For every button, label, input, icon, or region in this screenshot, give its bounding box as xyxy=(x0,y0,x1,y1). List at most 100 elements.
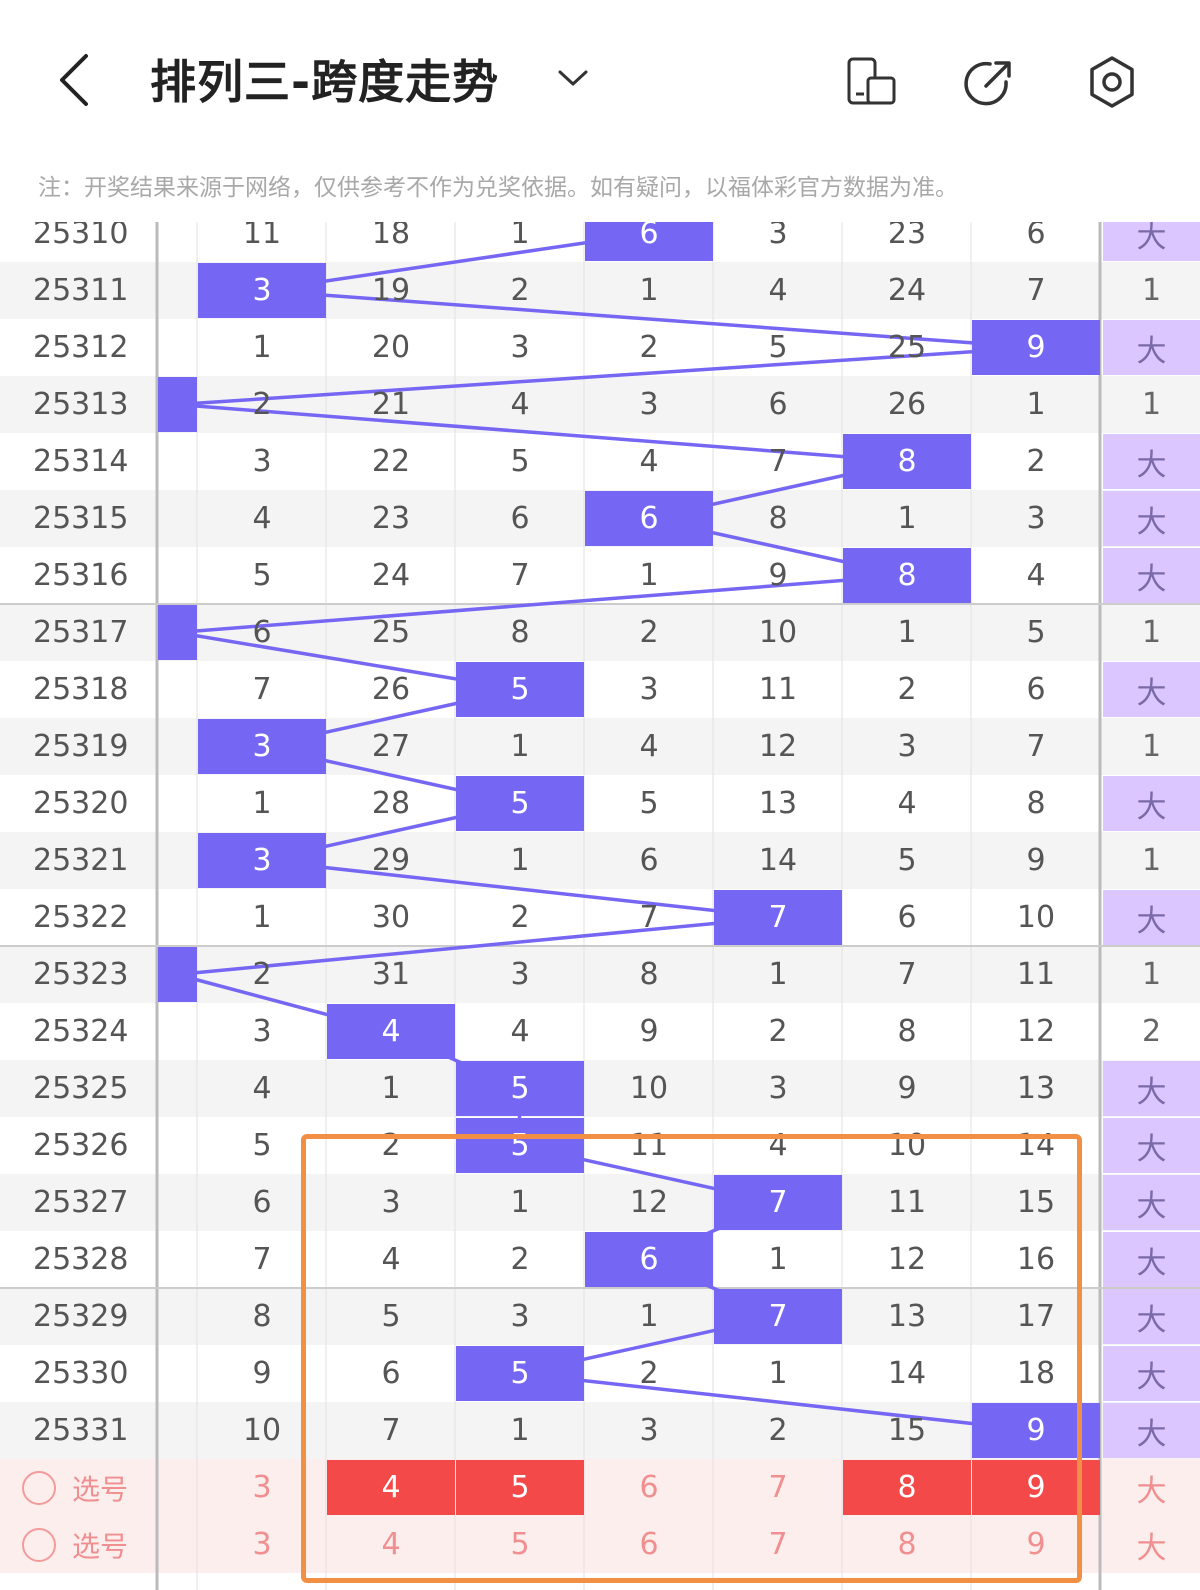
omission-cell: 3 xyxy=(639,1413,659,1448)
omission-cell: 3 xyxy=(639,672,659,707)
omission-cell: 5 xyxy=(252,558,272,593)
span-hit-cell: 9 xyxy=(972,1403,1100,1458)
span-hit-cell: 8 xyxy=(843,548,971,603)
selectable-number-cell[interactable] xyxy=(158,1460,197,1515)
omission-cell: 4 xyxy=(639,444,659,479)
settings-icon[interactable] xyxy=(1086,54,1138,110)
select-size-cell[interactable]: 大 xyxy=(1136,1530,1167,1566)
omission-cell xyxy=(158,890,197,945)
selectable-number-cell[interactable]: 3 xyxy=(252,1470,272,1505)
page-title[interactable]: 排列三-跨度走势 xyxy=(150,55,500,109)
span-hit-cell: 4 xyxy=(327,1004,455,1059)
omission-cell: 31 xyxy=(371,957,411,992)
selectable-number-cell[interactable]: 9 xyxy=(1026,1527,1046,1562)
omission-cell: 7 xyxy=(1026,273,1046,308)
size-cell: 大 xyxy=(1103,320,1200,375)
trend-line xyxy=(517,1371,1038,1433)
omission-cell: 6 xyxy=(252,1185,272,1220)
radio-circle-icon[interactable] xyxy=(22,1470,56,1505)
omission-cell: 6 xyxy=(639,843,659,878)
selectable-number-cell[interactable]: 4 xyxy=(381,1527,401,1562)
size-cell: 1 xyxy=(1141,843,1162,878)
share-icon[interactable] xyxy=(962,56,1016,110)
span-hit-cell: 3 xyxy=(198,263,326,318)
omission-cell: 3 xyxy=(510,330,530,365)
omission-cell: 1 xyxy=(510,729,530,764)
omission-cell: 1 xyxy=(252,900,272,935)
span-hit-cell: 5 xyxy=(456,1346,584,1401)
select-number-toggle[interactable]: 选号 xyxy=(0,1459,155,1516)
omission-cell: 11 xyxy=(887,1185,927,1220)
omission-cell: 2 xyxy=(768,1014,788,1049)
omission-cell: 25 xyxy=(371,615,411,650)
omission-cell: 28 xyxy=(371,786,411,821)
omission-cell: 5 xyxy=(639,786,659,821)
span-hit-cell: 7 xyxy=(714,1175,842,1230)
size-cell: 大 xyxy=(1103,548,1200,603)
omission-cell: 5 xyxy=(381,1299,401,1334)
period-number: 25316 xyxy=(33,558,129,593)
omission-cell: 6 xyxy=(1026,222,1046,251)
selected-number-cell[interactable]: 5 xyxy=(456,1460,584,1515)
omission-cell: 6 xyxy=(897,900,917,935)
omission-cell: 8 xyxy=(768,501,788,536)
selected-number-cell[interactable]: 8 xyxy=(843,1460,971,1515)
select-number-toggle[interactable]: 选号 xyxy=(0,1516,155,1573)
selectable-number-cell[interactable]: 7 xyxy=(768,1470,788,1505)
omission-cell: 2 xyxy=(510,273,530,308)
omission-cell: 7 xyxy=(381,1413,401,1448)
omission-cell: 3 xyxy=(897,729,917,764)
row-stripe xyxy=(0,547,1200,604)
omission-cell: 7 xyxy=(768,444,788,479)
omission-cell: 5 xyxy=(252,1128,272,1163)
selectable-number-cell[interactable]: 7 xyxy=(768,1527,788,1562)
omission-cell: 9 xyxy=(1026,843,1046,878)
omission-cell: 3 xyxy=(252,1014,272,1049)
radio-circle-icon[interactable] xyxy=(22,1527,56,1562)
omission-cell: 1 xyxy=(381,1071,401,1106)
select-size-cell[interactable]: 大 xyxy=(1136,1473,1167,1509)
selectable-number-cell[interactable] xyxy=(158,1517,197,1572)
selectable-number-cell[interactable]: 5 xyxy=(510,1527,530,1562)
omission-cell: 8 xyxy=(639,957,659,992)
omission-cell: 15 xyxy=(1016,1185,1056,1220)
selectable-number-cell[interactable]: 6 xyxy=(639,1527,659,1562)
omission-cell: 13 xyxy=(887,1299,927,1334)
back-icon[interactable] xyxy=(52,52,96,108)
size-cell: 大 xyxy=(1103,491,1200,546)
omission-cell: 23 xyxy=(887,222,927,251)
size-cell: 大 xyxy=(1103,222,1200,261)
omission-cell xyxy=(158,719,197,774)
span-hit-cell: 5 xyxy=(456,1118,584,1173)
omission-cell: 12 xyxy=(629,1185,669,1220)
omission-cell: 3 xyxy=(510,957,530,992)
selected-number-cell[interactable]: 4 xyxy=(327,1460,455,1515)
omission-cell: 1 xyxy=(510,222,530,251)
selectable-number-cell[interactable]: 6 xyxy=(639,1470,659,1505)
omission-cell: 8 xyxy=(510,615,530,650)
row-stripe xyxy=(0,1003,1200,1060)
omission-cell xyxy=(158,263,197,318)
chevron-down-icon[interactable] xyxy=(556,66,590,90)
omission-cell: 2 xyxy=(639,1356,659,1391)
selectable-number-cell[interactable]: 8 xyxy=(897,1527,917,1562)
period-number: 25318 xyxy=(33,672,129,707)
span-hit-cell: 5 xyxy=(456,662,584,717)
select-label: 选号 xyxy=(72,1472,129,1506)
disclaimer-notice: 注：开奖结果来源于网络，仅供参考不作为兑奖依据。如有疑问，以福体彩官方数据为准。 xyxy=(38,175,958,201)
size-cell: 1 xyxy=(1141,387,1162,422)
period-number: 25321 xyxy=(33,843,129,878)
layout-icon[interactable] xyxy=(846,56,898,108)
omission-cell: 5 xyxy=(897,843,917,878)
period-number: 25313 xyxy=(33,387,129,422)
size-cell: 1 xyxy=(1141,615,1162,650)
omission-cell xyxy=(158,1346,197,1401)
period-number: 25322 xyxy=(33,900,129,935)
omission-cell: 6 xyxy=(252,615,272,650)
omission-cell: 6 xyxy=(381,1356,401,1391)
selectable-number-cell[interactable]: 3 xyxy=(252,1527,272,1562)
omission-cell: 13 xyxy=(758,786,798,821)
select-row-bg xyxy=(0,1516,1200,1573)
omission-cell: 14 xyxy=(758,843,798,878)
selected-number-cell[interactable]: 9 xyxy=(972,1460,1100,1515)
